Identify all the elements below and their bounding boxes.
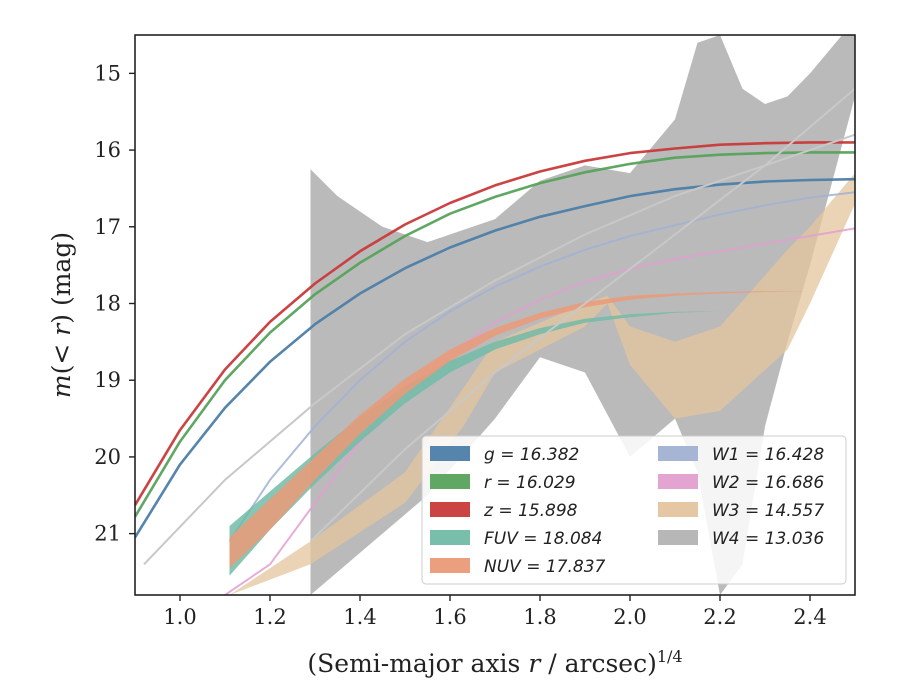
x-tick-label: 1.4 xyxy=(343,605,376,629)
y-axis-label: m(< r) (mag) xyxy=(47,232,76,398)
y-tick-label: 19 xyxy=(94,368,121,392)
x-axis-label: (Semi-major axis r / arcsec)1/4 xyxy=(307,647,682,678)
plot-frame xyxy=(134,34,856,596)
legend-swatch-w4 xyxy=(658,530,698,545)
legend-swatch-nuv xyxy=(430,558,470,573)
y-tick-label: 20 xyxy=(94,445,121,469)
series-line-g xyxy=(135,177,855,539)
x-tick-label: 2.2 xyxy=(703,605,736,629)
y-tick-label: 17 xyxy=(94,215,121,239)
legend-swatch-w3 xyxy=(658,502,698,517)
y-tick-label: 15 xyxy=(94,61,121,85)
legend-swatch-w2 xyxy=(658,474,698,489)
x-axis-ticks: 1.0 1.2 1.4 1.6 1.8 2.0 2.2 2.4 xyxy=(163,595,827,629)
model-guide-line xyxy=(143,133,855,565)
legend-swatch-g xyxy=(430,446,470,461)
legend-label-w4: W4 = 13.036 xyxy=(712,529,824,549)
legend-label-fuv: FUV = 18.084 xyxy=(484,529,602,549)
series-line-r xyxy=(135,151,855,518)
legend-swatch-w1 xyxy=(658,446,698,461)
x-tick-label: 1.8 xyxy=(523,605,556,629)
legend-swatch-z xyxy=(430,502,470,517)
series-band-fuv xyxy=(229,310,855,576)
series-line-z xyxy=(135,141,855,506)
legend-label-z: z = 15.898 xyxy=(483,501,578,521)
legend-swatch-fuv xyxy=(430,530,470,545)
series-band-nuv xyxy=(229,291,855,569)
x-tick-label: 1.6 xyxy=(433,605,466,629)
y-tick-label: 18 xyxy=(94,291,121,315)
x-tick-label: 2.0 xyxy=(613,605,646,629)
x-tick-label: 1.2 xyxy=(253,605,286,629)
y-tick-label: 21 xyxy=(94,522,121,546)
x-tick-label: 2.4 xyxy=(793,605,826,629)
y-axis-ticks: 15 16 17 18 19 20 21 xyxy=(94,61,135,546)
legend-label-r: r = 16.029 xyxy=(484,473,576,493)
legend-box xyxy=(421,435,847,585)
legend-label-g: g = 16.382 xyxy=(484,445,579,465)
legend-label-w1: W1 = 16.428 xyxy=(712,445,824,465)
y-tick-label: 16 xyxy=(94,138,121,162)
legend-label-w2: W2 = 16.686 xyxy=(712,473,824,493)
legend-label-w3: W3 = 14.557 xyxy=(712,501,824,521)
legend: g = 16.382 r = 16.029 z = 15.898 FUV = 18.0… xyxy=(421,435,847,585)
series-line-w2 xyxy=(224,227,855,595)
legend-label-nuv: NUV = 17.837 xyxy=(484,557,606,577)
series-line-w1 xyxy=(228,191,855,542)
x-tick-label: 1.0 xyxy=(163,605,196,629)
model-guide-line xyxy=(309,87,855,543)
legend-swatch-r xyxy=(430,474,470,489)
series-band-w3 xyxy=(229,173,855,595)
